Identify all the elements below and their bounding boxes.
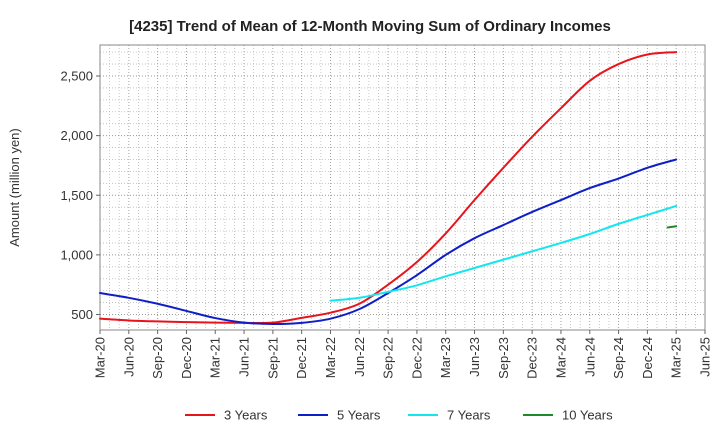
legend-label-10-years: 10 Years bbox=[562, 408, 613, 423]
y-axis-label: Amount (million yen) bbox=[7, 128, 22, 247]
x-tick-label: Mar-23 bbox=[438, 337, 453, 378]
x-tick-label: Dec-20 bbox=[179, 337, 194, 379]
x-tick-label: Jun-20 bbox=[121, 337, 136, 377]
x-tick-label: Mar-25 bbox=[669, 337, 684, 378]
x-tick-label: Sep-24 bbox=[611, 337, 626, 379]
x-tick-label: Mar-20 bbox=[93, 337, 108, 378]
series-lines bbox=[99, 51, 678, 326]
x-tick-label: Sep-23 bbox=[496, 337, 511, 379]
x-tick-label: Jun-25 bbox=[698, 337, 713, 377]
legend-label-3-years: 3 Years bbox=[224, 408, 268, 423]
x-tick-label: Mar-24 bbox=[553, 337, 568, 378]
series-line-5-years bbox=[99, 158, 678, 326]
x-tick-label: Jun-23 bbox=[467, 337, 482, 377]
legend: 3 Years 5 Years 7 Years 10 Years bbox=[185, 408, 613, 423]
x-tick-label: Sep-21 bbox=[265, 337, 280, 379]
series-line-10-years bbox=[666, 225, 678, 229]
x-tick-label: Jun-22 bbox=[352, 337, 367, 377]
legend-label-5-years: 5 Years bbox=[337, 408, 381, 423]
y-tick-label: 1,500 bbox=[60, 188, 93, 203]
series-line-3-years bbox=[99, 51, 678, 325]
x-tick-label: Jun-24 bbox=[582, 337, 597, 377]
y-tick-label: 500 bbox=[71, 307, 93, 322]
chart-title: [4235] Trend of Mean of 12-Month Moving … bbox=[129, 18, 611, 35]
x-axis-ticks: Mar-20 Jun-20 Sep-20 Dec-20 Mar-21 Jun-21 Sep-… bbox=[93, 330, 713, 379]
x-tick-label: Dec-24 bbox=[640, 337, 655, 379]
x-tick-label: Dec-21 bbox=[294, 337, 309, 379]
y-tick-label: 1,000 bbox=[60, 247, 93, 262]
x-tick-label: Sep-20 bbox=[150, 337, 165, 379]
plot-frame bbox=[99, 44, 706, 331]
y-tick-label: 2,000 bbox=[60, 128, 93, 143]
x-tick-label: Dec-22 bbox=[409, 337, 424, 379]
x-tick-label: Mar-22 bbox=[323, 337, 338, 378]
x-tick-label: Dec-23 bbox=[525, 337, 540, 379]
series-line-7-years bbox=[329, 204, 678, 302]
legend-label-7-years: 7 Years bbox=[447, 408, 491, 423]
x-tick-label: Mar-21 bbox=[208, 337, 223, 378]
x-tick-label: Jun-21 bbox=[237, 337, 252, 377]
x-tick-label: Sep-22 bbox=[381, 337, 396, 379]
y-axis-ticks: 500 1,000 1,500 2,000 2,500 bbox=[60, 69, 100, 322]
y-tick-label: 2,500 bbox=[60, 69, 93, 84]
